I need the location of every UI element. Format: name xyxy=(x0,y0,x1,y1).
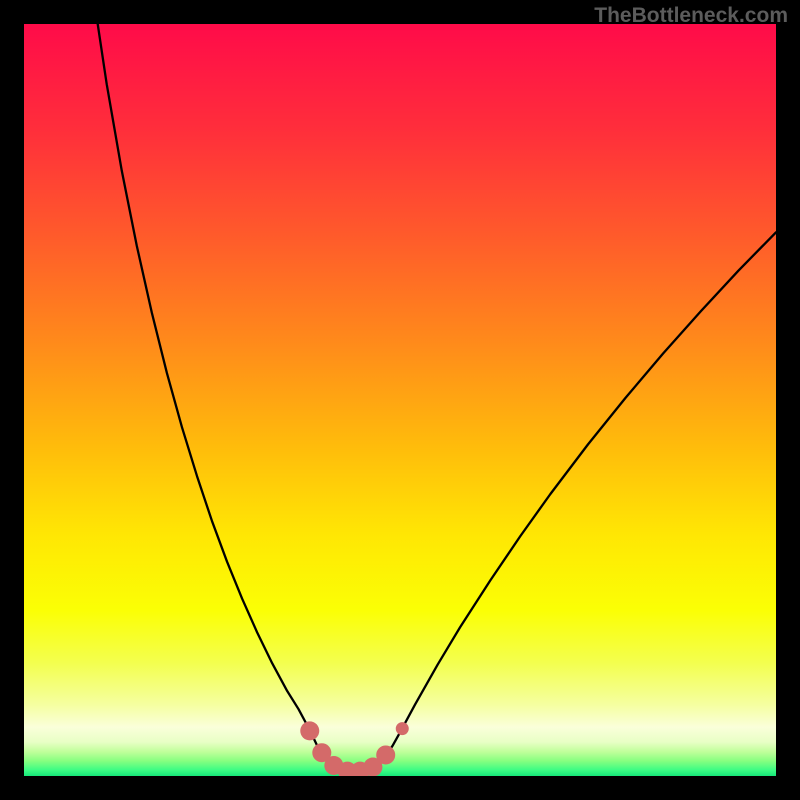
curve-marker xyxy=(376,745,395,764)
attribution-label: TheBottleneck.com xyxy=(594,4,788,28)
chart-stage: TheBottleneck.com xyxy=(0,0,800,800)
curve-marker xyxy=(396,722,409,735)
curve-marker xyxy=(300,721,319,740)
gradient-background xyxy=(24,24,776,776)
bottleneck-chart xyxy=(0,0,800,800)
